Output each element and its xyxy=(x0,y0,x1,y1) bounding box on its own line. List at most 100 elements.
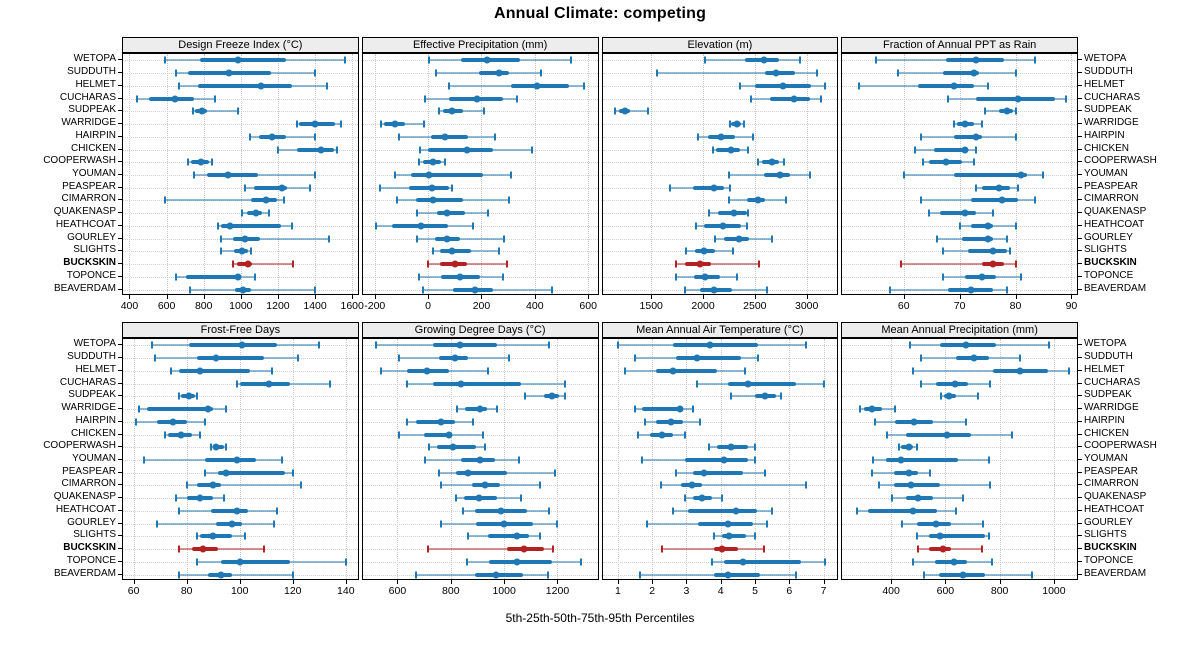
p5-cap xyxy=(703,56,706,64)
x-gridline xyxy=(352,54,354,294)
station-label-right-gourley: GOURLEY xyxy=(1084,516,1133,528)
x-axis-tick xyxy=(315,295,317,299)
station-row-chicken xyxy=(362,143,598,156)
station-row-beaverdam xyxy=(842,283,1077,294)
p5-cap xyxy=(683,494,686,502)
median-dot xyxy=(448,247,456,255)
station-label-left-gourley: GOURLEY xyxy=(67,231,116,243)
station-row-cooperwash xyxy=(602,156,838,169)
p25-p75-bar xyxy=(178,368,251,373)
p5-cap xyxy=(196,558,199,566)
y-axis-tick-right xyxy=(1078,357,1082,359)
median-dot xyxy=(907,481,915,489)
p5-cap xyxy=(216,222,219,230)
panel-body-elevation-m xyxy=(601,53,839,295)
p5-cap xyxy=(941,273,944,281)
x-axis-tick xyxy=(686,580,688,584)
station-row-beaverdam xyxy=(602,568,838,579)
p5-cap xyxy=(623,367,626,375)
median-dot xyxy=(473,95,481,103)
x-gridline xyxy=(129,54,131,294)
x-axis-tick-label: 600 xyxy=(936,585,955,597)
x-gridline xyxy=(999,339,1001,579)
y-gridline xyxy=(123,434,358,436)
p95-cap xyxy=(222,494,225,502)
p95-cap xyxy=(1014,133,1017,141)
p95-cap xyxy=(987,532,990,540)
p95-cap xyxy=(328,380,331,388)
p95-cap xyxy=(496,405,499,413)
y-axis-tick-left xyxy=(118,135,122,137)
p25-p75-bar xyxy=(433,381,522,386)
median-dot xyxy=(761,392,769,400)
median-dot xyxy=(701,273,709,281)
p95-cap xyxy=(808,171,811,179)
p25-p75-bar xyxy=(770,96,810,101)
station-label-right-youman: YOUMAN xyxy=(1084,168,1128,179)
station-label-left-toponce: TOPONCE xyxy=(66,269,116,281)
y-axis-tick-left xyxy=(118,263,122,265)
station-row-cucharas xyxy=(123,92,358,105)
y-axis-tick-right xyxy=(1078,212,1082,214)
p5-cap xyxy=(177,545,180,553)
station-label-left-beaverdam: BEAVERDAM xyxy=(53,282,116,294)
median-dot xyxy=(730,209,738,217)
station-label-right-slights: SLIGHTS xyxy=(1084,529,1127,541)
p5-p95-whisker xyxy=(192,110,239,113)
p5-cap xyxy=(634,354,637,362)
p5-cap xyxy=(465,558,468,566)
p5-cap xyxy=(174,273,177,281)
station-row-cucharas xyxy=(362,92,598,105)
y-gridline xyxy=(123,149,358,151)
p5-cap xyxy=(380,367,383,375)
p95-cap xyxy=(253,273,256,281)
y-axis-tick-left xyxy=(118,84,122,86)
y-gridline xyxy=(123,396,358,398)
p25-p75-bar xyxy=(239,381,291,386)
station-label-left-cimarron: CIMARRON xyxy=(61,478,116,490)
station-label-right-peaspear: PEASPEAR xyxy=(1084,180,1138,192)
p25-p75-bar xyxy=(197,483,222,488)
x-gridline xyxy=(345,339,347,579)
station-row-cimarron xyxy=(362,194,598,207)
p95-cap xyxy=(196,392,199,400)
x-axis-tick-label: 800 xyxy=(442,585,460,597)
p5-cap xyxy=(947,95,950,103)
station-label-left-sudduth: SUDDUTH xyxy=(67,66,116,78)
y-gridline xyxy=(123,447,358,449)
p95-cap xyxy=(569,56,572,64)
p5-cap xyxy=(177,392,180,400)
p95-cap xyxy=(758,260,760,268)
median-dot xyxy=(252,209,260,217)
median-dot xyxy=(457,380,465,388)
p5-cap xyxy=(209,443,212,451)
p95-cap xyxy=(1008,247,1011,255)
p5-cap xyxy=(188,286,191,294)
x-axis-tick xyxy=(755,580,756,584)
p5-cap xyxy=(684,286,687,294)
x-axis-tick-label: 1200 xyxy=(545,585,570,597)
median-dot xyxy=(897,456,905,464)
y-axis-tick-right xyxy=(1078,548,1082,550)
station-row-quakenasp xyxy=(362,207,598,220)
y-gridline xyxy=(123,498,358,500)
x-axis-tick xyxy=(557,580,559,584)
y-axis-tick-left xyxy=(118,433,122,435)
median-dot xyxy=(391,120,399,128)
p25-p75-bar xyxy=(672,343,759,348)
y-gridline xyxy=(123,98,358,100)
p25-p75-bar xyxy=(962,236,994,241)
p95-cap xyxy=(986,82,989,90)
median-dot xyxy=(676,405,684,413)
p5-cap xyxy=(858,82,861,90)
p95-cap xyxy=(547,571,550,579)
p5-cap xyxy=(707,443,710,451)
p95-cap xyxy=(564,380,567,388)
panel-body-design-freeze-index-c xyxy=(122,53,359,295)
p5-cap xyxy=(393,171,396,179)
median-dot xyxy=(733,120,741,128)
median-dot xyxy=(972,56,980,64)
p5-cap xyxy=(428,443,431,451)
panel-strip-elevation-m: Elevation (m) xyxy=(601,37,839,53)
station-label-right-helmet: HELMET xyxy=(1084,78,1125,90)
